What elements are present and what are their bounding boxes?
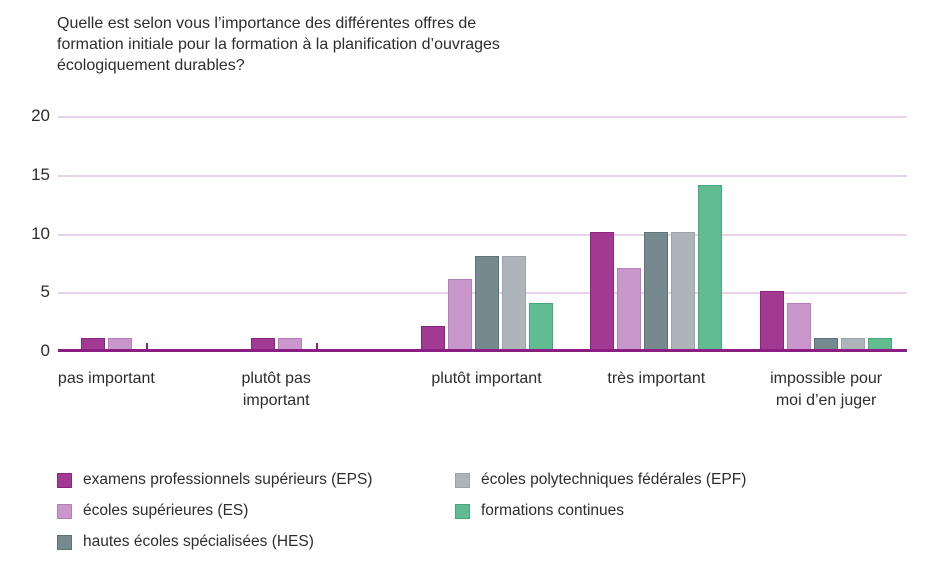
legend-label-eps: examens professionnels supérieurs (EPS) <box>83 471 373 488</box>
x-category-label: pas important <box>57 370 155 387</box>
legend-item-hes: hautes écoles spécialisées (HES) <box>57 533 314 551</box>
y-tick-label: 0 <box>40 341 50 360</box>
chart-title-line: Quelle est selon vous l’importance des d… <box>57 15 477 32</box>
bar-eps <box>420 326 445 350</box>
chart-title: Quelle est selon vous l’importance des d… <box>57 13 500 76</box>
bar-epf <box>501 256 526 350</box>
legend-item-fc: formations continues <box>455 502 624 520</box>
y-tick-label: 15 <box>31 164 50 184</box>
gridline <box>58 233 907 236</box>
bar-fc <box>528 303 553 350</box>
legend-label-fc: formations continues <box>481 502 625 519</box>
legend-swatch-eps-icon <box>57 472 72 488</box>
y-tick-label: 5 <box>40 282 50 302</box>
category-tick <box>315 343 318 350</box>
chart-title-line: formation initiale pour la formation à l… <box>57 36 500 53</box>
legend-label-es: écoles supérieures (ES) <box>83 502 249 519</box>
bar-fc <box>698 185 723 350</box>
bar-hes <box>644 232 669 350</box>
bar-hes <box>474 256 499 350</box>
legend-label-hes: hautes écoles spécialisées (HES) <box>83 533 314 550</box>
bar-epf <box>671 232 696 350</box>
legend-swatch-es-icon <box>57 503 72 519</box>
legend-item-eps: examens professionnels supérieurs (EPS) <box>57 471 372 489</box>
legend-swatch-fc-icon <box>455 503 470 519</box>
legend-label-epf: écoles polytechniques fédérales (EPF) <box>481 471 747 488</box>
bar-es <box>447 279 472 350</box>
y-tick-label: 20 <box>31 106 50 125</box>
bar-eps <box>590 232 615 350</box>
x-axis-line <box>58 349 907 352</box>
legend-item-es: écoles supérieures (ES) <box>57 502 248 520</box>
x-category-label: impossible pour moi d’en juger <box>770 370 883 409</box>
chart-title-line: écologiquement durables? <box>57 57 245 74</box>
gridline <box>58 116 907 118</box>
x-category-label: très important <box>607 370 706 387</box>
legend-swatch-hes-icon <box>57 534 72 550</box>
bar-es <box>617 268 642 350</box>
legend-swatch-epf-icon <box>455 472 470 488</box>
plot-area <box>58 116 907 352</box>
bar-eps <box>760 291 785 350</box>
legend-item-epf: écoles polytechniques fédérales (EPF) <box>455 471 746 489</box>
bar-es <box>787 303 812 350</box>
x-category-label: plutôt pas important <box>241 370 311 409</box>
x-category-label: plutôt important <box>431 370 542 387</box>
y-tick-label: 10 <box>31 223 50 243</box>
category-tick <box>145 343 148 350</box>
gridline <box>58 174 907 177</box>
